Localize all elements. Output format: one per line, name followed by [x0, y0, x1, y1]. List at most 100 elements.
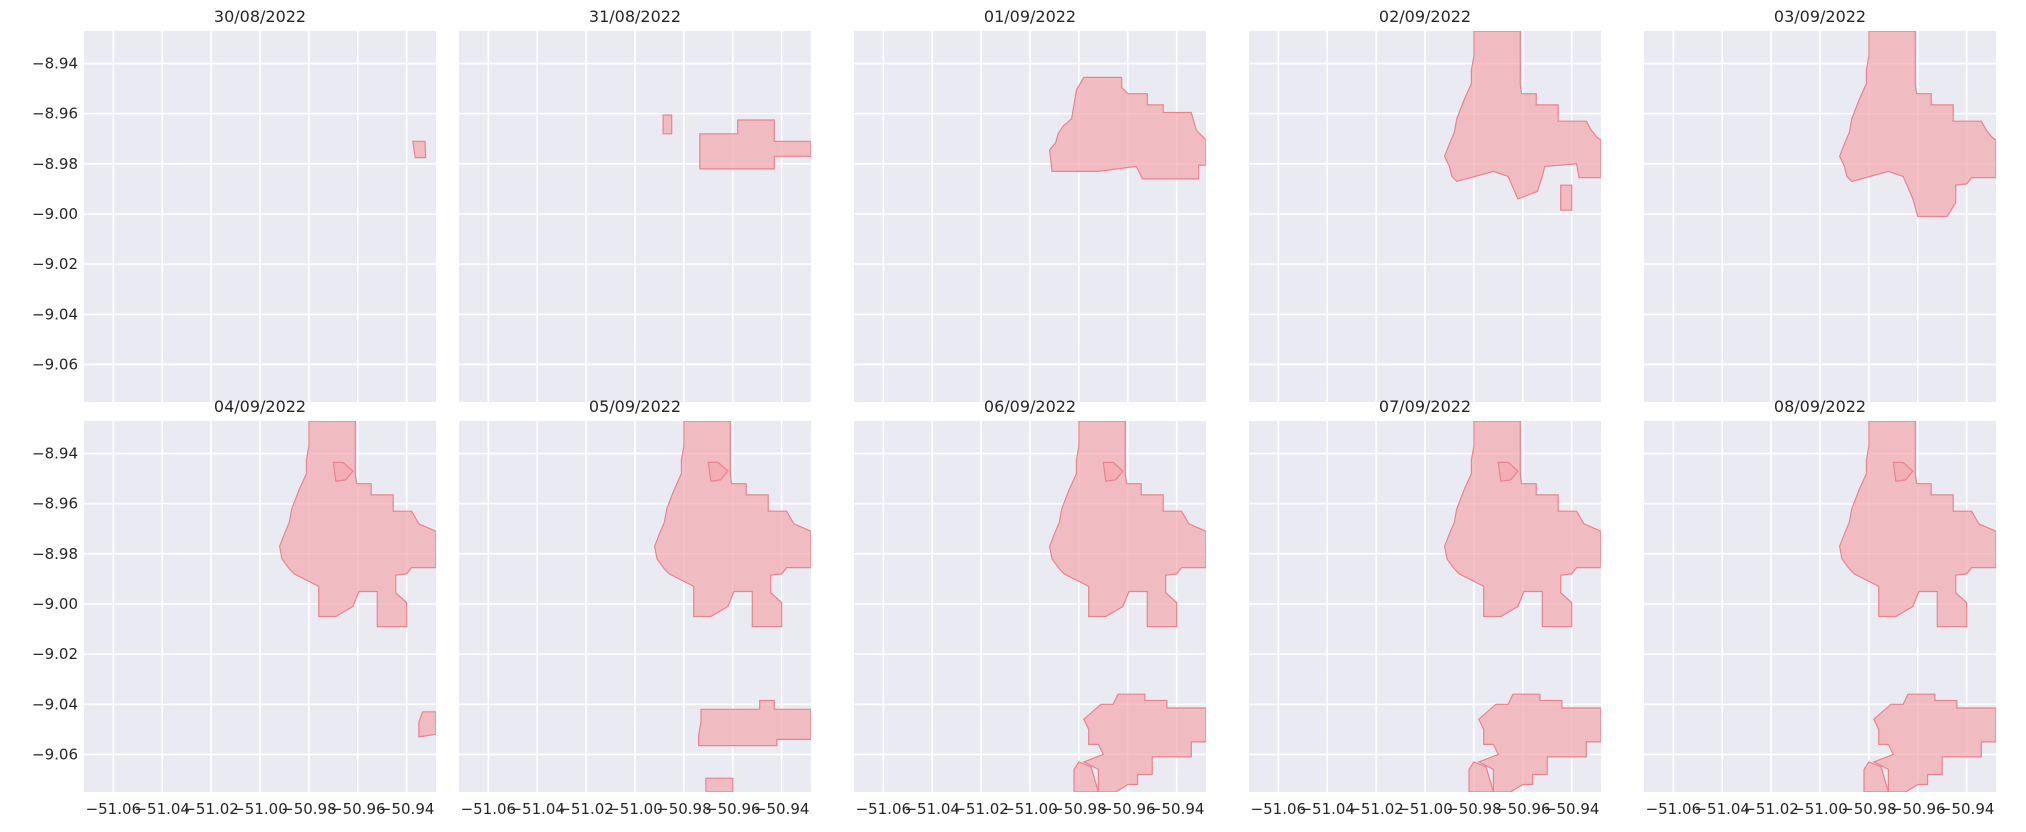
- y-tick-label: −8.98: [32, 545, 78, 563]
- x-tick-label: −51.04: [134, 800, 190, 818]
- map-panel: 31/08/2022: [459, 7, 811, 402]
- y-tick-label: −9.02: [32, 255, 78, 273]
- map-panel: 04/09/2022 −8.94 −8.96 −8.98 −9.00 −9.02 −9.04…: [32, 397, 436, 818]
- area-layer: [1838, 31, 1996, 218]
- map-panel: 30/08/2022 −8.94 −8.96 −8.98 −9.00 −9.02 −9.04…: [32, 7, 436, 402]
- x-tick-label: −50.96: [330, 800, 386, 818]
- area-polygon: [653, 421, 811, 628]
- x-tick-label: −51.04: [509, 800, 565, 818]
- x-tick-label: −50.98: [281, 800, 337, 818]
- area-layer: [412, 140, 427, 159]
- y-tick-label: −8.94: [32, 55, 78, 73]
- area-polygon: [412, 140, 427, 159]
- area-polygon: [705, 777, 734, 792]
- area-polygon: [699, 119, 811, 170]
- area-polygon: [418, 711, 436, 738]
- map-panel: 02/09/2022: [1249, 7, 1601, 402]
- area-polygon: [1892, 461, 1914, 482]
- x-tick-label: −51.00: [1397, 800, 1453, 818]
- panel-title: 03/09/2022: [1774, 7, 1866, 26]
- area-polygon: [1048, 76, 1206, 180]
- y-tick-label: −8.94: [32, 445, 78, 463]
- area-polygon: [1443, 31, 1601, 200]
- area-layer: [1838, 421, 1996, 792]
- area-polygon: [1477, 693, 1601, 792]
- x-tick-label: −51.00: [1792, 800, 1848, 818]
- area-polygon: [1560, 184, 1573, 211]
- x-tick-label: −50.94: [1939, 800, 1995, 818]
- area-layer: [1048, 76, 1206, 180]
- panel-title: 06/09/2022: [984, 397, 1076, 416]
- x-tick-label: −50.94: [1544, 800, 1600, 818]
- panel-title: 08/09/2022: [1774, 397, 1866, 416]
- area-polygon: [1497, 461, 1519, 482]
- x-tick-label: −50.94: [1149, 800, 1205, 818]
- area-layer: [278, 421, 436, 738]
- x-tick-label: −51.06: [461, 800, 517, 818]
- x-tick-label: −51.04: [1694, 800, 1750, 818]
- x-tick-label: −51.02: [558, 800, 614, 818]
- area-layer: [662, 114, 811, 170]
- area-layer: [1443, 421, 1601, 792]
- area-polygon: [1838, 31, 1996, 218]
- x-tick-label: −50.96: [1100, 800, 1156, 818]
- x-tick-label: −51.06: [86, 800, 142, 818]
- map-panel: 01/09/2022: [854, 7, 1206, 402]
- area-polygon: [1048, 421, 1206, 628]
- panel-title: 31/08/2022: [589, 7, 681, 26]
- x-tick-label: −51.02: [953, 800, 1009, 818]
- panel-title: 07/09/2022: [1379, 397, 1471, 416]
- y-tick-label: −8.96: [32, 495, 78, 513]
- area-polygon: [697, 699, 811, 747]
- x-tick-label: −50.94: [379, 800, 435, 818]
- y-tick-label: −9.04: [32, 305, 78, 323]
- panel-title: 30/08/2022: [214, 7, 306, 26]
- x-tick-label: −50.96: [1495, 800, 1551, 818]
- y-tick-label: −9.02: [32, 645, 78, 663]
- map-panel: 08/09/2022 −51.06−51.04−51.02−51.00−50.98…: [1644, 397, 1996, 818]
- x-tick-label: −51.02: [1348, 800, 1404, 818]
- x-tick-label: −50.98: [1841, 800, 1897, 818]
- x-tick-label: −51.00: [607, 800, 663, 818]
- area-layer: [1443, 31, 1601, 211]
- panel-title: 04/09/2022: [214, 397, 306, 416]
- y-tick-label: −9.00: [32, 595, 78, 613]
- x-tick-label: −50.96: [705, 800, 761, 818]
- area-polygon: [278, 421, 436, 628]
- x-tick-label: −51.04: [1299, 800, 1355, 818]
- x-tick-label: −50.98: [1051, 800, 1107, 818]
- area-layer: [1048, 421, 1206, 792]
- area-polygon: [1443, 421, 1601, 628]
- area-polygon: [1468, 761, 1495, 792]
- x-tick-label: −50.96: [1890, 800, 1946, 818]
- area-layer: [653, 421, 811, 792]
- area-polygon: [1073, 761, 1100, 792]
- map-panel: 03/09/2022: [1644, 7, 1996, 402]
- y-tick-label: −9.04: [32, 695, 78, 713]
- x-tick-label: −50.98: [1446, 800, 1502, 818]
- map-panel: 06/09/2022 −51.06−51.04−51.02−51.00−50.98…: [854, 397, 1206, 818]
- map-panel: 07/09/2022 −51.06−51.04−51.02−51.00−50.98…: [1249, 397, 1601, 818]
- x-tick-label: −51.02: [183, 800, 239, 818]
- area-polygon: [332, 461, 354, 482]
- area-polygon: [1102, 461, 1124, 482]
- x-tick-label: −51.04: [904, 800, 960, 818]
- panel-title: 01/09/2022: [984, 7, 1076, 26]
- y-tick-label: −9.00: [32, 205, 78, 223]
- area-polygon: [1082, 693, 1206, 792]
- y-tick-label: −8.96: [32, 105, 78, 123]
- x-tick-label: −51.06: [1646, 800, 1702, 818]
- x-tick-label: −51.02: [1743, 800, 1799, 818]
- area-polygon: [662, 114, 673, 135]
- y-tick-label: −9.06: [32, 355, 78, 373]
- x-tick-label: −51.06: [856, 800, 912, 818]
- x-tick-label: −50.94: [754, 800, 810, 818]
- area-polygon: [1863, 761, 1890, 792]
- area-polygon: [1838, 421, 1996, 628]
- map-panel: 05/09/2022 −51.06−51.04−51.02−51.00−50.98…: [459, 397, 811, 818]
- x-tick-label: −51.00: [1002, 800, 1058, 818]
- area-polygon: [1872, 693, 1996, 792]
- area-polygon: [707, 461, 729, 482]
- panel-title: 05/09/2022: [589, 397, 681, 416]
